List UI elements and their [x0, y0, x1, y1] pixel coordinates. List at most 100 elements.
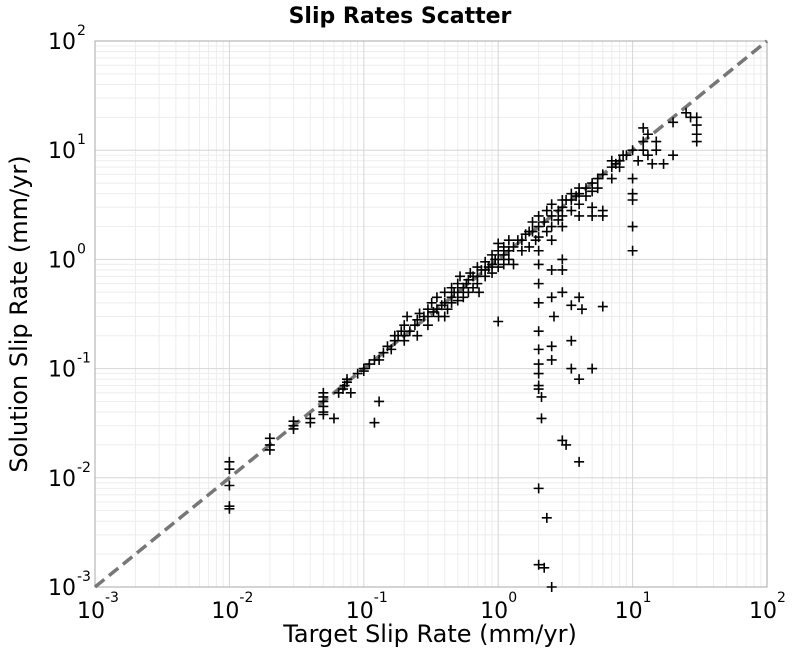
data-point	[493, 316, 504, 327]
data-point	[264, 444, 275, 455]
data-points	[224, 107, 702, 592]
data-point	[574, 456, 585, 467]
data-point	[472, 278, 483, 289]
data-point	[498, 241, 509, 252]
x-tick-exponent: -1	[374, 590, 388, 606]
y-axis-label: Solution Slip Rate (mm/yr)	[5, 155, 33, 472]
data-point	[566, 363, 577, 374]
y-tick-label: 10 2	[48, 23, 86, 55]
data-point	[557, 210, 568, 221]
data-point	[533, 359, 544, 370]
data-point	[546, 235, 557, 246]
data-point	[487, 268, 498, 279]
data-point	[224, 480, 235, 491]
data-point	[627, 145, 638, 156]
data-point	[592, 173, 603, 184]
data-point	[536, 391, 547, 402]
data-point	[557, 287, 568, 298]
y-tick-exponent: 0	[77, 241, 86, 257]
minor-grid	[95, 41, 767, 587]
data-point	[305, 417, 316, 428]
data-point	[574, 210, 585, 221]
y-tick-label: 10 1	[48, 132, 86, 164]
data-point	[541, 205, 552, 216]
data-point	[533, 326, 544, 337]
data-point	[409, 320, 420, 331]
x-tick-exponent: -3	[105, 590, 119, 606]
reference-diagonal-line	[93, 39, 769, 589]
data-point	[621, 150, 632, 161]
data-point	[533, 210, 544, 221]
data-point	[318, 409, 329, 420]
data-point	[597, 169, 608, 180]
y-tick-exponent: -2	[77, 460, 91, 476]
data-point	[580, 191, 591, 202]
data-point	[508, 259, 519, 270]
data-point	[597, 301, 608, 312]
data-point	[638, 136, 649, 147]
x-tick-base: 10	[480, 599, 508, 624]
data-point	[587, 363, 598, 374]
data-point	[533, 259, 544, 270]
data-point	[642, 150, 653, 161]
x-tick-exponent: 2	[777, 590, 786, 606]
data-point	[422, 320, 433, 331]
data-point	[566, 300, 577, 311]
y-tick-base: 10	[48, 576, 76, 601]
data-point	[452, 278, 463, 289]
data-point	[386, 344, 397, 355]
y-tick-exponent: 2	[77, 23, 86, 39]
data-point	[498, 259, 509, 270]
data-point	[374, 396, 385, 407]
x-tick-exponent: 1	[643, 590, 652, 606]
data-point	[474, 287, 485, 298]
y-tick-base: 10	[48, 139, 76, 164]
data-point	[358, 366, 369, 377]
data-point	[446, 297, 457, 308]
data-point	[627, 173, 638, 184]
data-point	[503, 254, 514, 265]
x-tick-label: 10-1	[346, 590, 388, 624]
y-tick-exponent: -1	[77, 351, 91, 367]
data-point	[493, 262, 504, 273]
data-point	[557, 254, 568, 265]
data-point	[627, 221, 638, 232]
data-point	[533, 384, 544, 395]
data-point	[566, 205, 577, 216]
data-point	[439, 311, 450, 322]
y-tick-label: 10 0	[48, 241, 86, 273]
data-point	[503, 235, 514, 246]
data-point	[691, 120, 702, 131]
data-point	[463, 287, 474, 298]
data-point	[533, 344, 544, 355]
data-point	[516, 245, 527, 256]
data-point	[546, 292, 557, 303]
data-point	[431, 292, 442, 303]
data-point	[524, 241, 535, 252]
data-point	[533, 297, 544, 308]
x-tick-label: 10-3	[77, 590, 119, 624]
data-point	[539, 562, 550, 573]
data-point	[633, 155, 644, 166]
data-point	[638, 122, 649, 133]
data-point	[651, 136, 662, 147]
x-tick-base: 10	[77, 599, 105, 624]
data-point	[668, 150, 679, 161]
data-point	[536, 413, 547, 424]
y-tick-exponent: 1	[77, 132, 86, 148]
data-point	[412, 314, 423, 325]
data-point	[541, 512, 552, 523]
data-point	[651, 145, 662, 156]
data-point	[399, 320, 410, 331]
x-tick-label: 10-2	[211, 590, 253, 624]
x-tick-exponent: 0	[508, 590, 517, 606]
data-point	[546, 221, 557, 232]
data-point	[546, 354, 557, 365]
x-tick-label: 102	[749, 590, 786, 624]
data-point	[561, 439, 572, 450]
data-point	[587, 210, 598, 221]
data-point	[647, 158, 658, 169]
data-point	[455, 271, 466, 282]
data-point	[342, 374, 353, 385]
data-point	[546, 199, 557, 210]
